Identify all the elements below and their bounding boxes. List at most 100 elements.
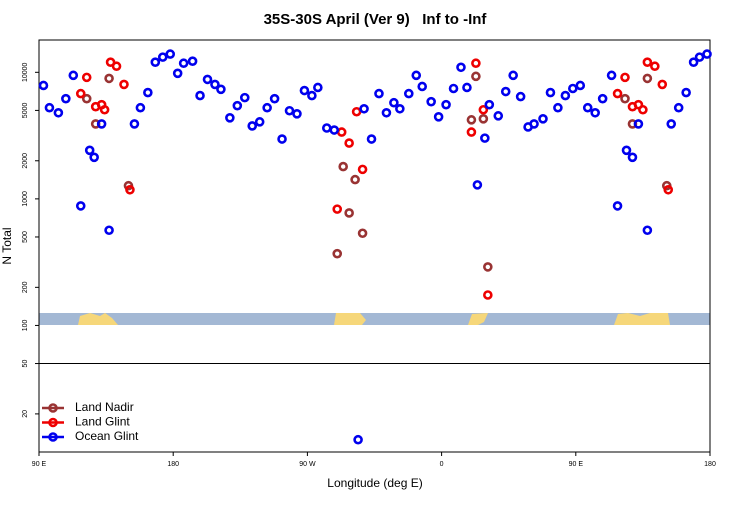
- data-point: [195, 90, 205, 101]
- data-point: [621, 145, 632, 156]
- data-point: [351, 106, 362, 117]
- data-point: [307, 90, 317, 101]
- plot-frame: [38, 39, 711, 453]
- data-point: [359, 103, 369, 114]
- data-point: [366, 134, 377, 144]
- data-point: [484, 99, 495, 110]
- data-point: [157, 52, 168, 62]
- data-point: [538, 114, 548, 124]
- data-point: [61, 93, 71, 104]
- y-axis-label: N Total: [0, 227, 14, 264]
- data-point: [642, 225, 653, 236]
- data-point: [620, 72, 630, 83]
- data-point: [254, 117, 265, 127]
- data-point: [590, 107, 600, 118]
- data-point: [216, 84, 226, 95]
- data-point: [448, 83, 459, 94]
- data-point: [478, 114, 489, 124]
- data-point: [350, 174, 360, 185]
- data-point: [313, 82, 323, 93]
- data-point: [441, 99, 451, 110]
- data-point: [638, 104, 648, 115]
- x-axis-label: Longitude (deg E): [327, 476, 422, 490]
- data-point: [239, 92, 250, 103]
- data-point: [381, 107, 392, 118]
- data-point: [633, 119, 644, 129]
- data-point: [673, 102, 684, 113]
- data-point: [515, 91, 526, 102]
- data-point: [89, 152, 99, 163]
- data-point: [688, 57, 699, 67]
- data-point: [75, 201, 86, 211]
- data-point: [187, 56, 198, 66]
- data-point: [150, 57, 161, 67]
- data-point: [471, 58, 481, 69]
- legend-marker: [48, 432, 58, 442]
- data-point: [269, 93, 280, 104]
- data-point: [84, 145, 95, 156]
- data-point: [96, 119, 107, 129]
- data-point: [329, 125, 340, 135]
- y-tick-label: 2000: [22, 153, 29, 169]
- data-point: [99, 104, 110, 115]
- data-point: [75, 88, 86, 99]
- data-point: [232, 100, 243, 111]
- data-point: [81, 93, 92, 104]
- y-tick-label: 5000: [22, 103, 29, 119]
- data-point: [81, 72, 92, 83]
- data-point: [38, 80, 49, 91]
- data-point: [642, 57, 653, 67]
- data-point: [247, 121, 258, 131]
- data-point: [104, 225, 114, 236]
- x-tick-label: 90 E: [32, 461, 47, 468]
- data-point: [403, 88, 414, 99]
- data-point: [321, 123, 332, 133]
- data-point: [606, 70, 617, 81]
- data-point: [663, 184, 674, 195]
- data-point: [456, 62, 466, 73]
- data-point: [480, 133, 490, 143]
- data-point: [493, 111, 504, 121]
- data-point: [344, 208, 354, 218]
- data-point: [332, 204, 343, 214]
- data-point: [284, 105, 295, 116]
- data-point: [178, 58, 189, 69]
- data-point: [612, 201, 623, 211]
- data-point: [462, 82, 472, 93]
- y-tick-label: 1000: [22, 191, 29, 207]
- y-tick-label: 500: [22, 231, 29, 243]
- data-point: [575, 80, 586, 91]
- data-point: [53, 107, 64, 118]
- data-point: [104, 73, 114, 84]
- y-tick-label: 200: [22, 281, 29, 293]
- legend-label: Land Nadir: [75, 400, 134, 414]
- data-point: [483, 262, 493, 272]
- data-point: [483, 290, 493, 300]
- data-point: [44, 102, 55, 113]
- data-point: [650, 61, 660, 72]
- data-point: [143, 87, 153, 98]
- data-point: [417, 81, 428, 92]
- y-tick-label: 100: [22, 319, 29, 331]
- legend-label: Ocean Glint: [75, 429, 139, 443]
- data-point: [338, 161, 348, 172]
- data-point: [553, 102, 563, 113]
- data-point: [374, 88, 384, 99]
- data-point: [657, 79, 668, 90]
- data-point: [111, 61, 122, 72]
- data-point: [389, 97, 399, 108]
- data-point: [353, 434, 363, 445]
- map-strip: [39, 313, 710, 325]
- data-point: [681, 87, 691, 98]
- data-point: [466, 115, 477, 125]
- data-point: [642, 73, 653, 84]
- data-point: [478, 104, 489, 115]
- data-point: [702, 49, 712, 59]
- x-tick-label: 90 E: [569, 461, 584, 468]
- data-point: [560, 90, 571, 101]
- data-point: [172, 68, 183, 79]
- data-point: [666, 119, 677, 129]
- legend-marker: [48, 403, 58, 413]
- data-point: [426, 96, 436, 107]
- y-tick-label: 50: [22, 360, 29, 368]
